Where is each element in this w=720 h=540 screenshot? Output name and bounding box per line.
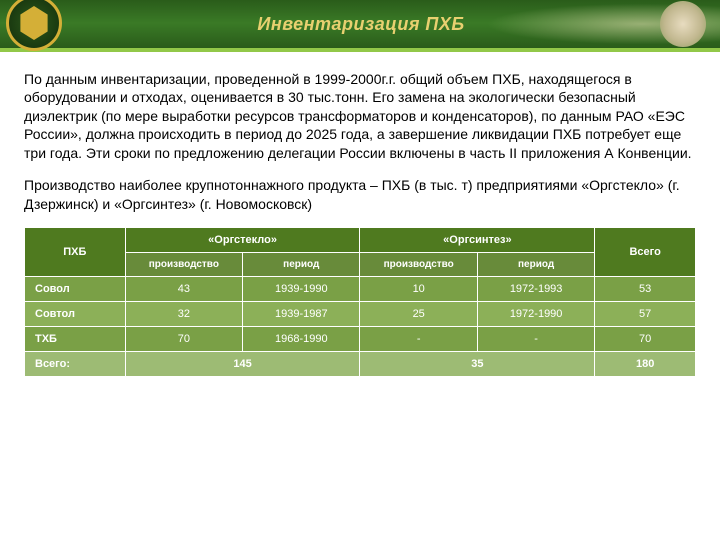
cell-value: 53 (595, 277, 696, 302)
table-row: Совол 43 1939-1990 10 1972-1993 53 (25, 277, 696, 302)
table-row: Совтол 32 1939-1987 25 1972-1990 57 (25, 302, 696, 327)
cell-grand-total: 180 (595, 352, 696, 377)
cell-value: 70 (595, 327, 696, 352)
cell-value: 1968-1990 (243, 327, 360, 352)
th-orgsteklo: «Оргстекло» (125, 228, 360, 253)
cell-label: ТХБ (25, 327, 126, 352)
cell-value: 32 (125, 302, 242, 327)
slide-header: Инвентаризация ПХБ (0, 0, 720, 52)
cell-total-label: Всего: (25, 352, 126, 377)
cell-value: 43 (125, 277, 242, 302)
th-pcb: ПХБ (25, 228, 126, 277)
paragraph-2: Производство наиболее крупнотоннажного п… (24, 176, 696, 213)
th-production-2: производство (360, 253, 477, 277)
cell-value: - (360, 327, 477, 352)
cell-label: Совтол (25, 302, 126, 327)
medallion-icon (660, 1, 706, 47)
th-total: Всего (595, 228, 696, 277)
emblem-icon (6, 0, 62, 51)
slide-title: Инвентаризация ПХБ (62, 14, 660, 35)
cell-total-2: 35 (360, 352, 595, 377)
paragraph-1: По данным инвентаризации, проведенной в … (24, 70, 696, 162)
table-row-total: Всего: 145 35 180 (25, 352, 696, 377)
cell-value: 25 (360, 302, 477, 327)
cell-value: 10 (360, 277, 477, 302)
th-period-1: период (243, 253, 360, 277)
pcb-production-table: ПХБ «Оргстекло» «Оргсинтез» Всего произв… (24, 227, 696, 377)
th-period-2: период (477, 253, 594, 277)
table-row: ТХБ 70 1968-1990 - - 70 (25, 327, 696, 352)
cell-value: 1939-1990 (243, 277, 360, 302)
cell-value: 70 (125, 327, 242, 352)
th-production-1: производство (125, 253, 242, 277)
slide-content: По данным инвентаризации, проведенной в … (0, 52, 720, 387)
th-orgsintez: «Оргсинтез» (360, 228, 595, 253)
cell-total-1: 145 (125, 352, 360, 377)
cell-value: 1972-1990 (477, 302, 594, 327)
cell-value: 1972-1993 (477, 277, 594, 302)
cell-value: 57 (595, 302, 696, 327)
cell-value: 1939-1987 (243, 302, 360, 327)
cell-value: - (477, 327, 594, 352)
cell-label: Совол (25, 277, 126, 302)
